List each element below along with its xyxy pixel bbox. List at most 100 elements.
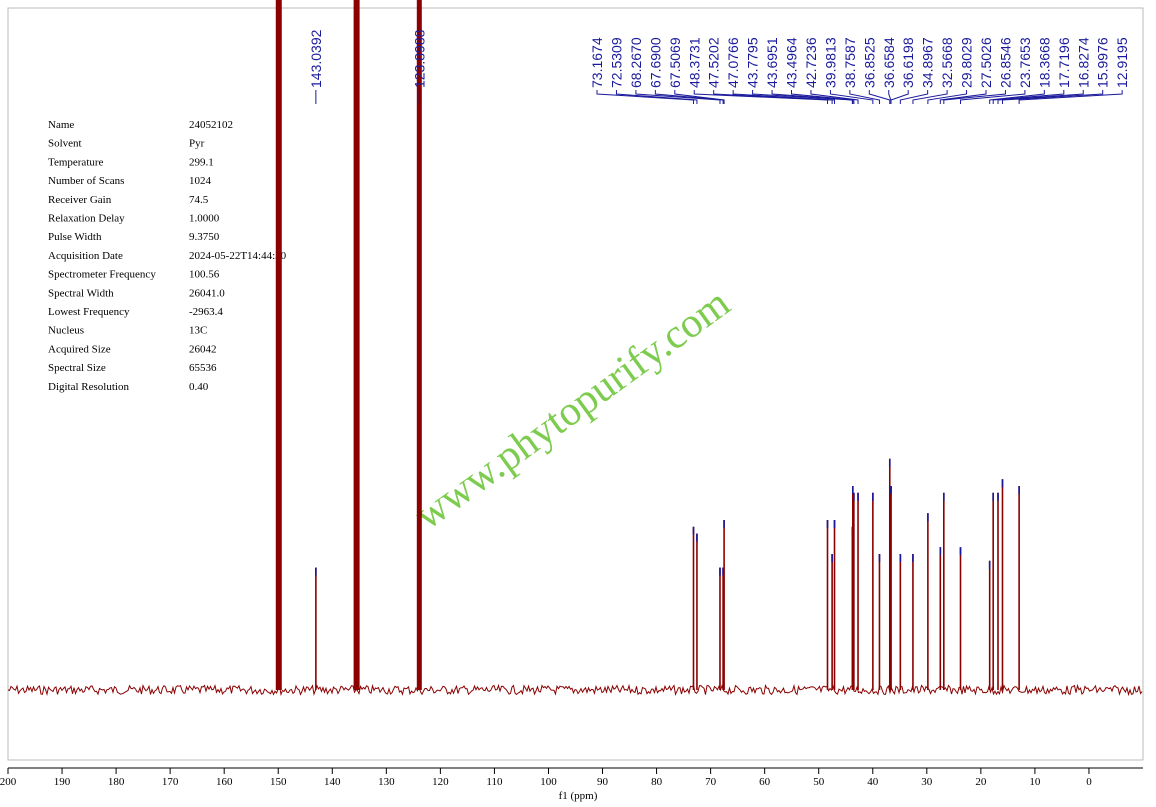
param-value: 9.3750 bbox=[189, 231, 220, 243]
peak-connector bbox=[943, 90, 1006, 104]
peak-label: 18.3668 bbox=[1036, 37, 1052, 88]
peak-connector bbox=[890, 90, 909, 104]
peak-connector bbox=[596, 90, 694, 104]
peak-label: 32.5668 bbox=[939, 37, 955, 88]
peak-label: 72.5309 bbox=[608, 37, 624, 88]
param-name: Nucleus bbox=[48, 325, 84, 337]
param-name: Spectral Size bbox=[48, 362, 106, 374]
param-value: 1.0000 bbox=[189, 213, 220, 225]
x-tick-label: 90 bbox=[597, 776, 609, 788]
x-tick-label: 10 bbox=[1029, 776, 1041, 788]
peak-connector bbox=[829, 90, 874, 104]
peak-label: 67.6900 bbox=[647, 37, 663, 88]
peak-label: 47.5202 bbox=[706, 37, 722, 88]
param-value: 74.5 bbox=[189, 194, 209, 206]
x-tick-label: 170 bbox=[162, 776, 179, 788]
peak-label: 43.4964 bbox=[784, 37, 800, 88]
param-name: Name bbox=[48, 119, 74, 131]
param-value: Pyr bbox=[189, 138, 205, 150]
peak-connector bbox=[927, 90, 968, 104]
param-name: Pulse Width bbox=[48, 231, 102, 243]
peak-connector bbox=[989, 90, 1045, 104]
x-tick-label: 180 bbox=[108, 776, 125, 788]
x-tick-label: 120 bbox=[432, 776, 449, 788]
peak-connector bbox=[992, 90, 1065, 104]
peak-label: 12.9195 bbox=[1114, 37, 1130, 88]
baseline-noise bbox=[7, 683, 1143, 697]
x-tick-label: 50 bbox=[813, 776, 825, 788]
plot-frame bbox=[7, 7, 1144, 761]
peak-label: 38.7587 bbox=[842, 37, 858, 88]
peak-label: 36.6198 bbox=[900, 37, 916, 88]
param-value: 65536 bbox=[189, 362, 217, 374]
x-tick-label: 130 bbox=[378, 776, 395, 788]
param-name: Acquisition Date bbox=[48, 250, 123, 262]
peak-label: 68.2670 bbox=[628, 37, 644, 88]
peak-connector bbox=[732, 90, 836, 104]
x-tick-label: 100 bbox=[540, 776, 557, 788]
param-name: Acquired Size bbox=[48, 343, 111, 355]
peak-connector bbox=[693, 90, 829, 104]
peak-label: 29.8029 bbox=[959, 37, 975, 88]
x-tick-label: 80 bbox=[651, 776, 663, 788]
param-name: Spectrometer Frequency bbox=[48, 269, 156, 281]
param-name: Lowest Frequency bbox=[48, 306, 130, 318]
param-value: 24052102 bbox=[189, 119, 233, 131]
x-tick-label: 110 bbox=[486, 776, 503, 788]
peak-connector bbox=[1018, 90, 1123, 104]
param-name: Receiver Gain bbox=[48, 194, 112, 206]
x-tick-label: 140 bbox=[324, 776, 341, 788]
param-value: 1024 bbox=[189, 175, 212, 187]
param-value: 299.1 bbox=[189, 156, 214, 168]
peak-connector bbox=[997, 90, 1084, 104]
peak-connector bbox=[674, 90, 725, 104]
param-value: 100.56 bbox=[189, 269, 220, 281]
peak-label: 43.6951 bbox=[764, 37, 780, 88]
peak-label: 67.5069 bbox=[667, 37, 683, 88]
peak-label: 17.7196 bbox=[1056, 37, 1072, 88]
param-value: 26041.0 bbox=[189, 287, 225, 299]
peak-connector bbox=[939, 90, 987, 104]
peak-connector bbox=[849, 90, 880, 104]
peak-connector bbox=[810, 90, 859, 104]
peak-connector bbox=[713, 90, 833, 104]
peak-label: 43.7795 bbox=[745, 37, 761, 88]
peak-connector bbox=[868, 90, 891, 104]
peak-label: 123.8988 bbox=[411, 29, 427, 88]
x-tick-label: 0 bbox=[1086, 776, 1092, 788]
watermark: www.phytopurify.com bbox=[406, 280, 738, 539]
peak-label: 15.9976 bbox=[1095, 37, 1111, 88]
param-name: Relaxation Delay bbox=[48, 213, 125, 225]
peak-label: 36.6584 bbox=[881, 37, 897, 88]
peak-connector bbox=[654, 90, 724, 104]
peak-connector bbox=[912, 90, 948, 104]
param-value: 26042 bbox=[189, 343, 217, 355]
peak-connector bbox=[791, 90, 855, 104]
peak-connector bbox=[771, 90, 854, 104]
peak-label: 34.8967 bbox=[920, 37, 936, 88]
param-name: Spectral Width bbox=[48, 287, 114, 299]
x-tick-label: 60 bbox=[759, 776, 771, 788]
x-tick-label: 40 bbox=[867, 776, 879, 788]
peak-connector bbox=[899, 90, 929, 104]
peak-connector bbox=[1001, 90, 1104, 104]
x-tick-label: 190 bbox=[54, 776, 71, 788]
x-tick-label: 200 bbox=[0, 776, 17, 788]
x-tick-label: 70 bbox=[705, 776, 717, 788]
peak-label: 42.7236 bbox=[803, 37, 819, 88]
param-value: 2024-05-22T14:44:30 bbox=[189, 250, 287, 262]
param-name: Temperature bbox=[48, 156, 104, 168]
peak-label: 73.1674 bbox=[589, 37, 605, 88]
x-tick-label: 150 bbox=[270, 776, 287, 788]
param-name: Digital Resolution bbox=[48, 381, 129, 393]
peak-label: 48.3731 bbox=[686, 37, 702, 88]
x-tick-label: 160 bbox=[216, 776, 233, 788]
peak-connector bbox=[615, 90, 698, 104]
peak-label: 47.0766 bbox=[725, 37, 741, 88]
peak-label: 39.9813 bbox=[822, 37, 838, 88]
param-name: Number of Scans bbox=[48, 175, 124, 187]
peak-connector bbox=[635, 90, 721, 104]
peak-label: 16.8274 bbox=[1075, 37, 1091, 88]
peak-connector bbox=[960, 90, 1026, 104]
